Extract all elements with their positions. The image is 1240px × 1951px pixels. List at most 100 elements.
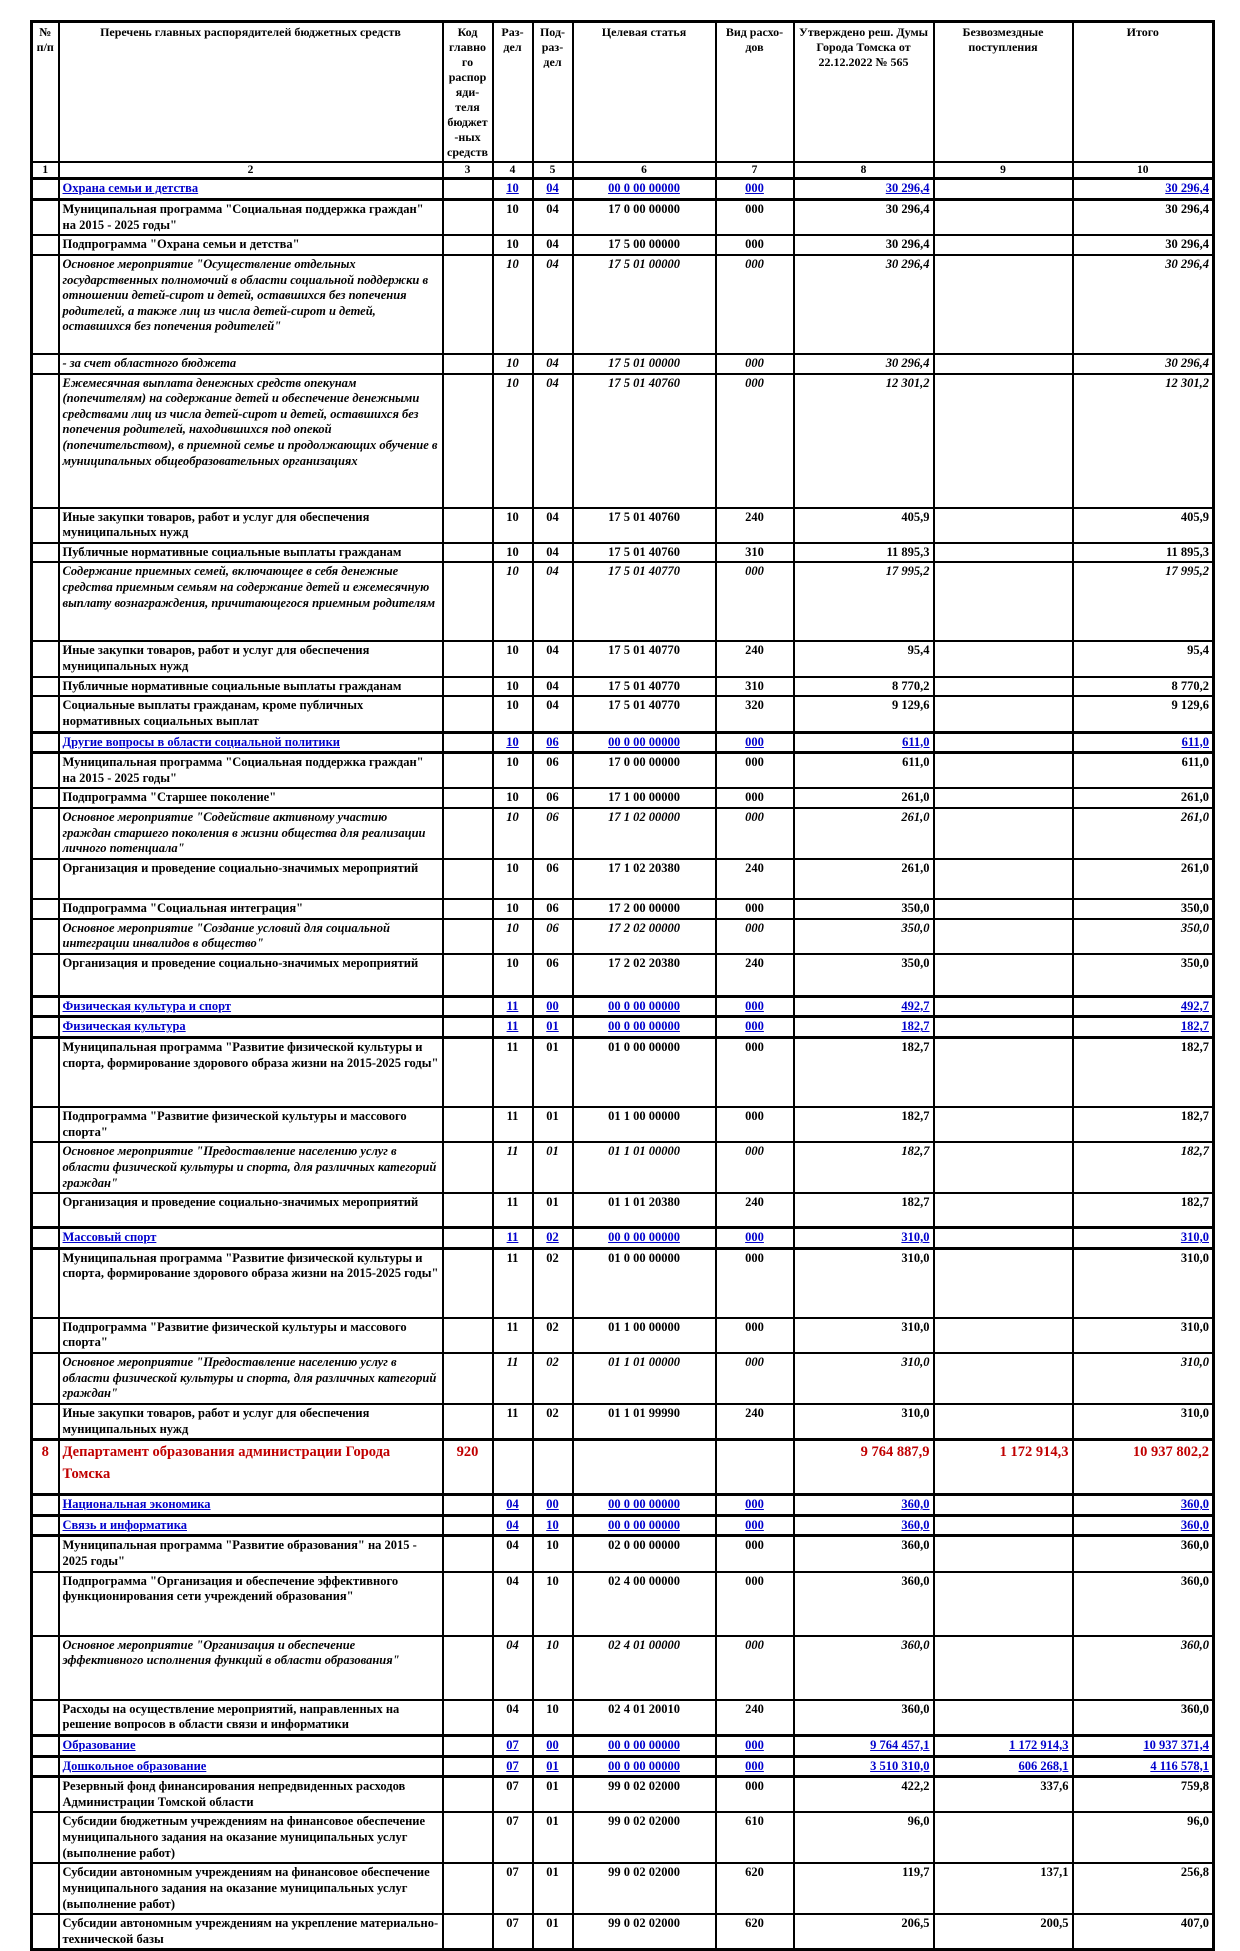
table-row: Охрана семьи и детства 10 04 00 0 00 00000 0… [30,177,1215,201]
table-row: Основное мероприятие "Предоставление нас… [30,1141,1215,1195]
approved-cell: 30 296,4 [792,177,935,201]
col-number: 3 [441,161,494,181]
approved-cell: 182,7 [792,1015,935,1039]
row-num-cell [30,561,60,643]
gratuitous-cell [932,352,1074,375]
podrazdel-cell: 10 [531,1698,574,1737]
gratuitous-cell [932,1316,1074,1355]
row-num-cell [30,952,60,998]
gratuitous-cell [932,695,1074,733]
gp-code-cell [441,857,494,900]
gp-code-cell [441,640,494,678]
razdel-cell: 10 [491,253,534,355]
total-cell: 30 296,4 [1071,352,1215,375]
podrazdel-cell: 01 [531,1036,574,1108]
expense-type-cell: 000 [714,561,795,643]
col-number: 1 [30,161,60,181]
razdel-cell: 07 [491,1811,534,1865]
podrazdel-cell: 01 [531,1811,574,1865]
table-row: Иные закупки товаров, работ и услуг для … [30,640,1215,678]
gp-code-cell [441,1316,494,1355]
gratuitous-cell [932,1698,1074,1737]
table-row: Социальные выплаты гражданам, кроме публ… [30,695,1215,733]
razdel-cell [491,1438,534,1497]
podrazdel-cell: 02 [531,1352,574,1405]
target-article-cell: 17 5 00 00000 [571,234,717,256]
expense-type-cell: 000 [714,1754,795,1779]
target-article-cell: 17 5 01 40770 [571,640,717,678]
table-row: Публичные нормативные социальные выплаты… [30,675,1215,698]
expense-type-cell: 000 [714,1570,795,1637]
expense-type-cell: 000 [714,1226,795,1250]
col-header-name: Перечень главных распорядителей бюджетны… [57,20,444,163]
name-cell: Муниципальная программа "Социальная подд… [57,751,444,790]
podrazdel-cell: 04 [531,177,574,201]
budget-allocation-table: № п/п Перечень главных распорядителей бю… [30,20,1215,1951]
target-article-cell: 17 2 02 20380 [571,952,717,998]
razdel-cell: 11 [491,1402,534,1441]
row-num-cell [30,897,60,920]
expense-type-cell: 000 [714,1634,795,1701]
table-row: Подпрограмма "Охрана семьи и детства" 10 0… [30,234,1215,256]
row-num-cell [30,1015,60,1039]
target-article-cell: 17 5 01 00000 [571,352,717,375]
razdel-cell: 11 [491,1247,534,1319]
name-cell: Муниципальная программа "Социальная подд… [57,198,444,237]
approved-cell: 119,7 [792,1862,935,1916]
gp-code-cell [441,1570,494,1637]
razdel-cell: 04 [491,1634,534,1701]
podrazdel-cell: 10 [531,1634,574,1701]
row-num-cell [30,917,60,955]
col-header-razdel: Раз-дел [491,20,534,163]
approved-cell: 8 770,2 [792,675,935,698]
gp-code-cell [441,541,494,564]
name-cell: Муниципальная программа "Развитие физиче… [57,1247,444,1319]
podrazdel-cell: 02 [531,1247,574,1319]
total-cell: 360,0 [1071,1570,1215,1637]
expense-type-cell: 000 [714,198,795,237]
row-num-cell [30,1247,60,1319]
gp-code-cell [441,1913,494,1951]
gp-code-cell [441,1493,494,1517]
row-num-cell [30,1493,60,1517]
gp-code-cell [441,561,494,643]
podrazdel-cell: 04 [531,541,574,564]
podrazdel-cell: 06 [531,897,574,920]
total-cell: 261,0 [1071,787,1215,809]
name-cell: Субсидии бюджетным учреждениям на финанс… [57,1811,444,1865]
gratuitous-cell [932,952,1074,998]
table-row: Иные закупки товаров, работ и услуг для … [30,506,1215,544]
expense-type-cell: 000 [714,1733,795,1758]
gp-code-cell [441,695,494,733]
gp-code-cell [441,253,494,355]
gratuitous-cell [932,1105,1074,1144]
podrazdel-cell: 04 [531,695,574,733]
podrazdel-cell: 04 [531,506,574,544]
col-header-podrazdel: Под-раз-дел [531,20,574,163]
col-header-gp-code: Код главного распоряди-теля бюджет-ных с… [441,20,494,163]
table-row: Муниципальная программа "Развитие физиче… [30,1247,1215,1319]
target-article-cell: 99 0 02 02000 [571,1913,717,1951]
name-cell: Подпрограмма "Старшее поколение" [57,787,444,809]
expense-type-cell: 000 [714,1513,795,1538]
target-article-cell: 17 1 02 20380 [571,857,717,900]
total-cell: 360,0 [1071,1634,1215,1701]
approved-cell: 422,2 [792,1775,935,1814]
row-num-cell [30,1534,60,1573]
razdel-cell: 11 [491,1352,534,1405]
expense-type-cell: 000 [714,177,795,201]
approved-cell: 11 895,3 [792,541,935,564]
target-article-cell: 01 0 00 00000 [571,1247,717,1319]
target-article-cell: 01 1 01 99990 [571,1402,717,1441]
table-row: Организация и проведение социально-значи… [30,857,1215,900]
total-cell: 310,0 [1071,1316,1215,1355]
podrazdel-cell: 04 [531,234,574,256]
gp-code-cell [441,897,494,920]
name-cell: Основное мероприятие "Предоставление нас… [57,1352,444,1405]
approved-cell: 611,0 [792,751,935,790]
table-row: Муниципальная программа "Социальная подд… [30,751,1215,790]
gratuitous-cell [932,253,1074,355]
row-num-cell [30,1316,60,1355]
podrazdel-cell: 04 [531,675,574,698]
target-article-cell: 01 1 01 00000 [571,1352,717,1405]
